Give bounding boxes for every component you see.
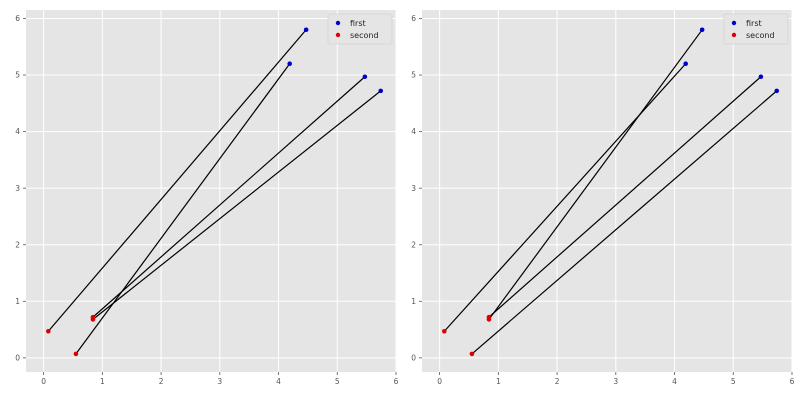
connection-line: [47, 29, 307, 332]
chart-panel-2: 0 1 2 3 4 5 6 0 1 2 3 4 5 6 first second: [411, 10, 795, 386]
legend-label-second: second: [746, 31, 775, 40]
point-first: [683, 61, 688, 67]
x-tick-label: 6: [394, 377, 399, 386]
y-tick-label: 1: [411, 297, 416, 306]
y-tick-label: 3: [411, 184, 416, 193]
legend-marker-first: [731, 20, 737, 26]
legend-box: [327, 13, 393, 45]
point-first: [287, 61, 292, 67]
y-tick-label: 3: [15, 184, 20, 193]
point-first: [362, 74, 368, 80]
x-tick-label: 0: [437, 377, 442, 386]
x-tick-label: 1: [100, 377, 105, 386]
connection-line: [92, 90, 382, 320]
y-tick-label: 2: [15, 240, 20, 249]
y-tick-label: 2: [411, 240, 416, 249]
y-tick-label: 1: [15, 297, 20, 306]
point-first: [378, 88, 384, 94]
legend-marker-first: [335, 20, 341, 26]
x-tick-label: 6: [790, 377, 795, 386]
point-second: [486, 317, 492, 322]
point-second: [90, 317, 96, 322]
legend: first second: [723, 13, 789, 45]
point-second: [73, 351, 79, 357]
plot-background: [26, 10, 396, 372]
legend-marker-second: [335, 32, 341, 38]
point-second: [469, 351, 475, 357]
y-tick-label: 4: [411, 127, 416, 136]
y-tick-label: 0: [15, 353, 20, 362]
x-tick-label: 4: [276, 377, 281, 386]
x-tick-label: 5: [335, 377, 340, 386]
point-first: [303, 27, 309, 33]
x-tick-label: 5: [731, 377, 736, 386]
legend: first second: [327, 13, 393, 45]
y-tick-label: 5: [411, 71, 416, 80]
point-first: [758, 74, 764, 80]
x-tick-label: 3: [613, 377, 618, 386]
legend-label-first: first: [746, 19, 762, 28]
x-tick-label: 0: [41, 377, 46, 386]
connection-line: [75, 63, 291, 355]
x-tick-label: 2: [555, 377, 560, 386]
x-tick-label: 2: [159, 377, 164, 386]
legend-label-second: second: [350, 31, 379, 40]
connection-line: [488, 29, 703, 320]
connection-line: [488, 76, 762, 318]
connection-line: [471, 90, 778, 355]
y-tick-label: 4: [15, 127, 20, 136]
point-first: [699, 27, 705, 33]
connection-line: [92, 76, 366, 318]
y-tick-label: 5: [15, 71, 20, 80]
legend-label-first: first: [350, 19, 366, 28]
y-tick-label: 0: [411, 353, 416, 362]
x-tick-label: 3: [217, 377, 222, 386]
legend-marker-second: [731, 32, 737, 38]
chart-panel-1: 0 1 2 3 4 5 6 0 1 2 3 4 5 6 first second: [15, 10, 399, 386]
y-tick-label: 6: [411, 14, 416, 23]
legend-box: [723, 13, 789, 45]
point-second: [442, 328, 447, 334]
connection-line: [443, 63, 687, 332]
point-second: [46, 328, 51, 334]
x-tick-label: 1: [496, 377, 501, 386]
y-tick-label: 6: [15, 14, 20, 23]
x-tick-label: 4: [672, 377, 677, 386]
point-first: [774, 88, 780, 94]
plot-background: [422, 10, 792, 372]
